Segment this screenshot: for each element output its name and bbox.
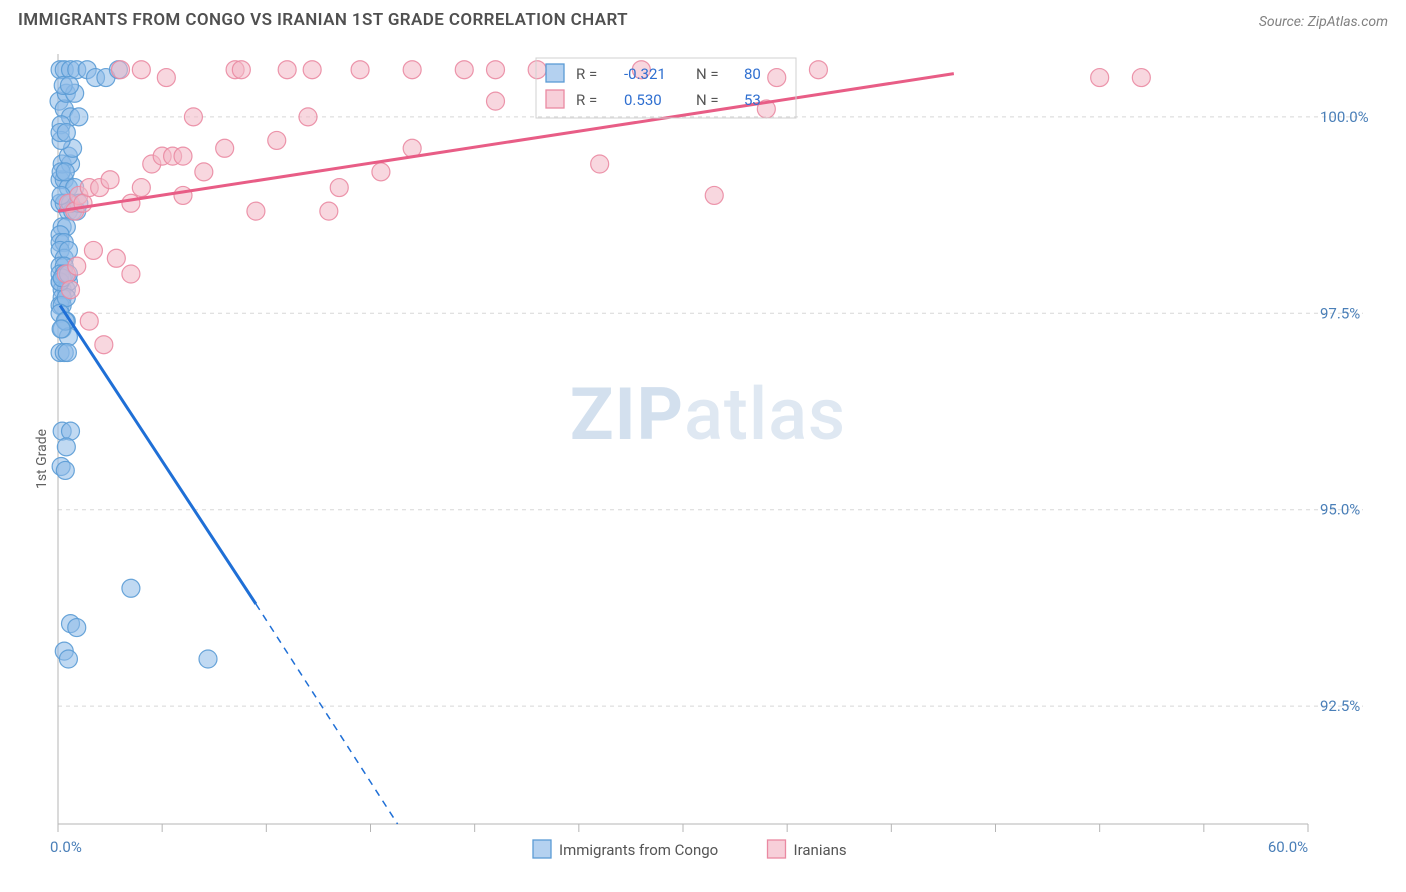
trend-line-extrapolated [256,604,398,824]
scatter-point [528,61,546,79]
scatter-point [455,61,473,79]
source-value: ZipAtlas.com [1308,14,1388,30]
scatter-point [57,124,75,142]
scatter-point [247,202,265,220]
scatter-point [320,202,338,220]
scatter-point [101,171,119,189]
scatter-point [122,265,140,283]
watermark: ZIPatlas [570,372,846,457]
scatter-point [487,61,505,79]
trend-line [60,305,256,604]
scatter-point [80,312,98,330]
legend-label: Iranians [794,841,847,859]
scatter-point [52,320,70,338]
scatter-point [809,61,827,79]
scatter-point [268,131,286,149]
chart-title: IMMIGRANTS FROM CONGO VS IRANIAN 1ST GRA… [18,10,628,30]
y-tick-label: 95.0% [1320,501,1360,519]
scatter-point [487,92,505,110]
scatter-point [56,163,74,181]
scatter-point [403,61,421,79]
y-axis-label: 1st Grade [34,429,50,489]
scatter-point [232,61,250,79]
chart-area: 1st Grade 92.5% 95.0% 97.5% 100.0% 0.0% 60.0%… [18,44,1388,874]
legend-swatch [533,840,551,858]
scatter-point [112,61,130,79]
stat-N-label: N = [696,91,719,109]
legend-label: Immigrants from Congo [559,841,718,859]
scatter-point [107,249,125,267]
stat-R-label: R = [576,65,597,83]
scatter-point [60,76,78,94]
scatter-point [299,108,317,126]
scatter-point [195,163,213,181]
x-tick-label: 0.0% [50,838,82,856]
scatter-point [174,186,192,204]
y-tick-label: 97.5% [1320,304,1360,322]
scatter-point [278,61,296,79]
scatter-point [174,147,192,165]
scatter-point [84,241,102,259]
scatter-point [768,69,786,87]
scatter-point [330,179,348,197]
stat-R-label: R = [576,91,597,109]
scatter-point [68,257,86,275]
scatter-point [68,619,86,637]
y-tick-label: 92.5% [1320,697,1360,715]
source-label: Source: [1259,14,1308,30]
scatter-point [372,163,390,181]
y-tick-label: 100.0% [1320,108,1369,126]
scatter-point [1132,69,1150,87]
stat-N-value: 80 [744,65,761,83]
scatter-point [132,179,150,197]
stat-R-value: 0.530 [624,91,662,109]
scatter-point [122,579,140,597]
scatter-point [303,61,321,79]
scatter-point [62,422,80,440]
scatter-point [58,344,76,362]
scatter-point [216,139,234,157]
scatter-point [95,336,113,354]
stat-N-value: 53 [744,91,761,109]
source-attribution: Source: ZipAtlas.com [1259,11,1388,30]
scatter-point [56,461,74,479]
scatter-point [184,108,202,126]
scatter-point [59,241,77,259]
scatter-chart: 92.5% 95.0% 97.5% 100.0% 0.0% 60.0% ZIPatlas R … [18,44,1388,874]
scatter-point [351,61,369,79]
legend-swatch [546,64,564,82]
stat-R-value: -0.321 [624,65,666,83]
scatter-point [62,281,80,299]
scatter-point [591,155,609,173]
scatter-point [199,650,217,668]
scatter-point [122,194,140,212]
scatter-point [1091,69,1109,87]
scatter-point [57,438,75,456]
legend-swatch [768,840,786,858]
scatter-point [59,650,77,668]
trend-line [58,74,954,212]
scatter-point [132,61,150,79]
x-tick-label: 60.0% [1268,838,1308,856]
scatter-point [705,186,723,204]
scatter-point [70,108,88,126]
stat-N-label: N = [696,65,719,83]
legend-swatch [546,90,564,108]
scatter-point [157,69,175,87]
